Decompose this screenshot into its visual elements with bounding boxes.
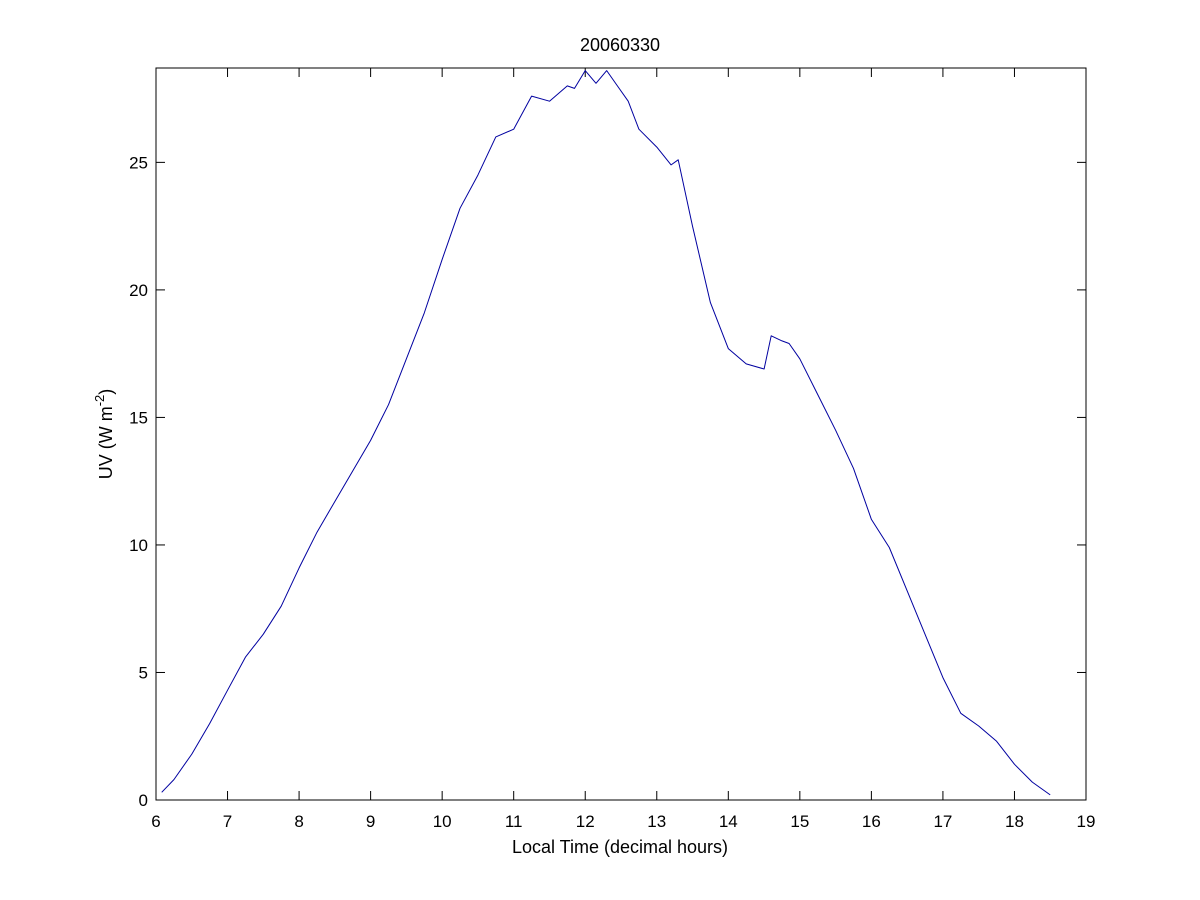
x-tick-label: 13 [647,812,666,831]
plot-frame [155,67,1087,801]
x-tick-label: 17 [933,812,952,831]
y-tick-label: 10 [129,536,148,555]
x-tick-label: 9 [366,812,375,831]
x-tick-label: 19 [1077,812,1096,831]
x-tick-label: 11 [505,812,523,831]
x-tick-label: 14 [719,812,738,831]
x-tick-label: 12 [576,812,595,831]
y-tick-label: 0 [139,791,148,810]
axis-ticks [155,68,1087,801]
x-tick-label: 7 [223,812,232,831]
y-axis-label-close: ) [96,389,116,395]
x-tick-label: 10 [433,812,452,831]
x-axis-label: Local Time (decimal hours) [512,837,728,857]
x-tick-label: 15 [790,812,809,831]
y-tick-label: 15 [129,408,148,427]
chart-title: 20060330 [580,35,660,55]
series-group [161,70,1051,796]
plot-area [156,68,1086,800]
y-tick-label: 5 [139,663,148,682]
x-tick-label: 8 [294,812,303,831]
x-tick-labels: 6 7 8 9 10 11 12 13 14 15 16 17 18 19 [151,812,1095,831]
y-tick-labels: 0 5 10 15 20 25 [129,153,148,810]
y-tick-label: 25 [129,153,148,172]
x-tick-label: 16 [862,812,881,831]
uv-series-line [161,70,1051,796]
y-axis-label-exponent: -2 [92,395,107,407]
y-tick-label: 20 [129,281,148,300]
y-axis-label: UV (W m-2) [92,389,116,480]
y-axis-label-main: UV (W m [96,406,116,479]
x-tick-label: 18 [1005,812,1024,831]
x-tick-label: 6 [151,812,160,831]
